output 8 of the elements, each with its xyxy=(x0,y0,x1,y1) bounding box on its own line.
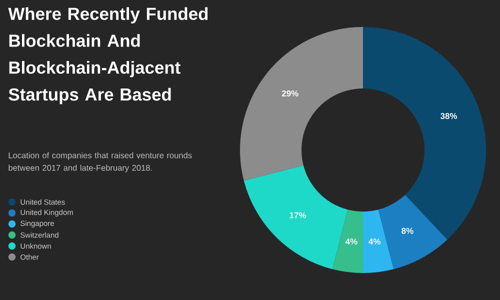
data-label: 4% xyxy=(368,238,380,244)
text: Location of companies that raised venture rounds between 2017 and late-February 2018. xyxy=(8,152,192,172)
data-label: 38% xyxy=(440,113,458,120)
data-label: 29% xyxy=(282,90,298,96)
data-label: 8% xyxy=(402,228,414,234)
data-label: 17% xyxy=(290,212,306,218)
data-label: 4% xyxy=(345,238,358,244)
text: Where Recently Funded Blockchain And Blockchain-Adjacent Startups Are Based xyxy=(8,7,208,104)
